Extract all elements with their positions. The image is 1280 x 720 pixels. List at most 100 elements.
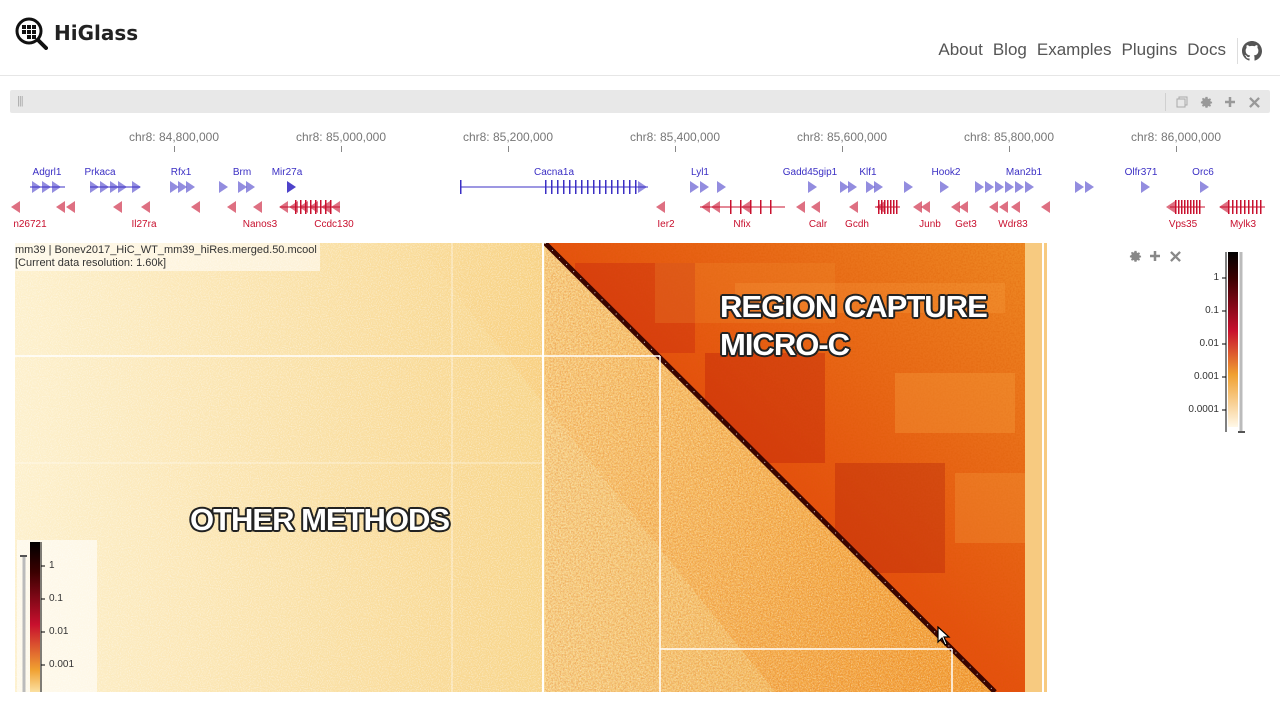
gene-plus-glyph[interactable] [1015,181,1024,193]
gene-plus-glyph[interactable] [1005,181,1014,193]
gene-minus-glyph[interactable] [656,201,665,213]
gene-label[interactable]: Get3 [955,219,977,230]
track-close-icon[interactable] [1168,248,1182,264]
github-icon[interactable] [1242,41,1262,61]
gene-plus-glyph[interactable] [904,181,913,193]
gene-minus-glyph[interactable] [849,201,858,213]
gene-label[interactable]: Nfix [733,219,751,230]
gene-minus-glyph[interactable] [951,201,960,213]
gene-minus-glyph[interactable] [191,201,200,213]
gene-plus-glyph[interactable] [219,181,228,193]
gene-plus-glyph[interactable] [690,181,699,193]
close-icon[interactable] [1246,94,1262,110]
colorbar-tick: 0.0001 [1188,404,1219,415]
drag-handle-icon[interactable]: ||| [17,95,24,107]
gene-label[interactable]: Brm [232,167,252,178]
gene-label[interactable]: Vps35 [1168,219,1198,230]
gene-plus-glyph[interactable] [1025,181,1034,193]
gene-plus-glyph[interactable] [985,181,994,193]
gene-label[interactable]: Calr [808,219,828,230]
nav-link-plugins[interactable]: Plugins [1121,40,1178,59]
gene-minus-glyph[interactable] [999,201,1008,213]
gene-plus-glyph[interactable] [840,181,849,193]
gene-label[interactable]: Rfx1 [170,167,192,178]
gene-plus-glyph[interactable] [1085,181,1094,193]
gene-plus-glyph[interactable] [700,181,709,193]
gene-exon [599,180,601,194]
gene-label[interactable]: Wdr83 [998,219,1028,230]
gene-plus-glyph[interactable] [287,181,296,193]
gene-plus-glyph[interactable] [638,181,647,193]
gene-plus-glyph[interactable] [940,181,949,193]
gene-minus-glyph[interactable] [811,201,820,213]
track-gear-icon[interactable] [1128,248,1142,264]
gene-minus-glyph[interactable] [11,201,20,213]
gene-minus-glyph[interactable] [1011,201,1020,213]
nav-link-blog[interactable]: Blog [992,40,1027,59]
gene-exon [1244,200,1246,214]
gene-plus-glyph[interactable] [246,181,255,193]
gene-plus-glyph[interactable] [717,181,726,193]
gene-label[interactable]: Ier2 [657,219,675,230]
gene-label[interactable]: Cacna1a [533,167,575,178]
nav-link-docs[interactable]: Docs [1187,40,1226,59]
gene-plus-glyph[interactable] [848,181,857,193]
gene-plus-glyph[interactable] [975,181,984,193]
gear-icon[interactable] [1198,94,1214,110]
gene-label[interactable]: Mylk3 [1229,219,1257,230]
gene-label[interactable]: Ccdc130 [314,219,354,230]
gene-label[interactable]: Lyl1 [691,167,709,178]
plus-icon[interactable] [1222,94,1238,110]
gene-plus-glyph[interactable] [995,181,1004,193]
gene-minus-glyph[interactable] [227,201,236,213]
gene-plus-glyph[interactable] [808,181,817,193]
gene-minus-glyph[interactable] [66,201,75,213]
gene-plus-glyph[interactable] [866,181,875,193]
nav-link-about[interactable]: About [938,40,983,59]
colorbar-left[interactable]: 1 0.1 0.01 0.001 [17,540,97,692]
view-header[interactable]: ||| [10,90,1270,113]
gene-label[interactable]: Il27ra [131,219,157,230]
colorbar-right[interactable]: 1 0.1 0.01 0.001 0.0001 [1188,252,1270,434]
gene-label[interactable]: Adgrl1 [32,167,62,178]
gene-minus-glyph[interactable] [989,201,998,213]
gene-label[interactable]: Nanos3 [242,219,278,230]
gene-plus-glyph[interactable] [186,181,195,193]
gene-label[interactable]: n26721 [13,219,47,230]
colorbar-tick: 1 [1213,272,1219,283]
gene-minus-glyph[interactable] [113,201,122,213]
gene-exon [593,180,595,194]
copy-icon[interactable] [1174,94,1190,110]
gene-minus-glyph[interactable] [141,201,150,213]
gene-minus-glyph[interactable] [1041,201,1050,213]
gene-plus-glyph[interactable] [1075,181,1084,193]
gene-label[interactable]: Orc6 [1192,167,1214,178]
gene-label[interactable]: Gcdh [845,219,869,230]
gene-label[interactable]: Gadd45gip1 [782,167,838,178]
gene-plus-glyph[interactable] [170,181,179,193]
nav-link-examples[interactable]: Examples [1036,40,1112,59]
gene-label[interactable]: Klf1 [859,167,877,178]
gene-minus-glyph[interactable] [913,201,922,213]
gene-minus-glyph[interactable] [56,201,65,213]
gene-plus-glyph[interactable] [1141,181,1150,193]
hic-heatmap-track[interactable] [15,243,1047,692]
gene-minus-glyph[interactable] [253,201,262,213]
gene-plus-glyph[interactable] [874,181,883,193]
gene-plus-glyph[interactable] [178,181,187,193]
gene-label[interactable]: Prkaca [84,167,116,178]
brand[interactable]: HiGlass [14,17,138,68]
gene-plus-glyph[interactable] [1200,181,1209,193]
gene-minus-glyph[interactable] [959,201,968,213]
track-plus-icon[interactable] [1148,248,1162,264]
gene-plus-glyph[interactable] [238,181,247,193]
gene-label[interactable]: Mir27a [271,167,303,178]
gene-label[interactable]: Hook2 [931,167,961,178]
gene-annotation-track[interactable] [0,160,1280,240]
gene-label[interactable]: Man2b1 [1005,167,1043,178]
gene-label[interactable]: Olfr371 [1124,167,1158,178]
gene-minus-glyph[interactable] [921,201,930,213]
gene-label[interactable]: Junb [919,219,941,230]
gene-minus-glyph[interactable] [796,201,805,213]
heatmap-canvas[interactable] [15,243,1047,692]
